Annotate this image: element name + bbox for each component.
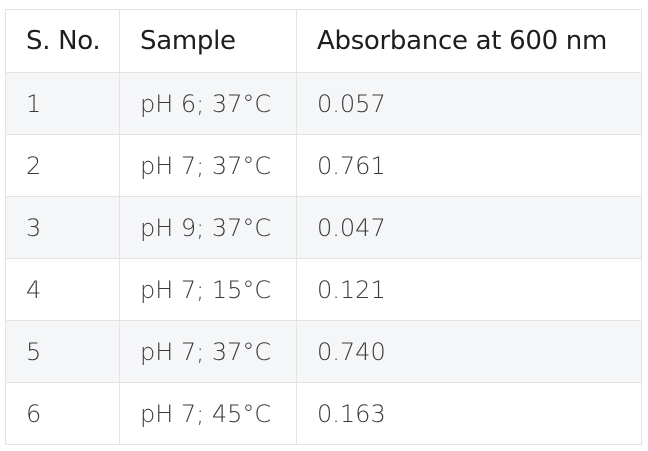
- cell-sample: pH 9; 37°C: [119, 196, 297, 259]
- absorbance-table: S. No. Sample Absorbance at 600 nm 1 pH …: [5, 9, 642, 445]
- cell-sample: pH 7; 37°C: [119, 134, 297, 197]
- cell-sample: pH 7; 37°C: [119, 320, 297, 383]
- data-table-container: S. No. Sample Absorbance at 600 nm 1 pH …: [5, 9, 642, 445]
- table-row: 2 pH 7; 37°C 0.761: [5, 134, 642, 197]
- cell-absorbance: 0.047: [296, 196, 642, 259]
- header-absorbance: Absorbance at 600 nm: [296, 9, 642, 73]
- table-row: 6 pH 7; 45°C 0.163: [5, 382, 642, 445]
- cell-serial-number: 5: [5, 320, 120, 383]
- cell-serial-number: 1: [5, 72, 120, 135]
- cell-absorbance: 0.163: [296, 382, 642, 445]
- header-sample: Sample: [119, 9, 297, 73]
- table-row: 3 pH 9; 37°C 0.047: [5, 196, 642, 259]
- table-row: 1 pH 6; 37°C 0.057: [5, 72, 642, 135]
- header-serial-number: S. No.: [5, 9, 120, 73]
- cell-serial-number: 2: [5, 134, 120, 197]
- cell-serial-number: 6: [5, 382, 120, 445]
- cell-sample: pH 7; 45°C: [119, 382, 297, 445]
- cell-absorbance: 0.740: [296, 320, 642, 383]
- cell-sample: pH 7; 15°C: [119, 258, 297, 321]
- cell-serial-number: 3: [5, 196, 120, 259]
- cell-serial-number: 4: [5, 258, 120, 321]
- table-row: 5 pH 7; 37°C 0.740: [5, 320, 642, 383]
- cell-sample: pH 6; 37°C: [119, 72, 297, 135]
- cell-absorbance: 0.057: [296, 72, 642, 135]
- table-row: 4 pH 7; 15°C 0.121: [5, 258, 642, 321]
- table-header-row: S. No. Sample Absorbance at 600 nm: [5, 9, 642, 73]
- cell-absorbance: 0.761: [296, 134, 642, 197]
- cell-absorbance: 0.121: [296, 258, 642, 321]
